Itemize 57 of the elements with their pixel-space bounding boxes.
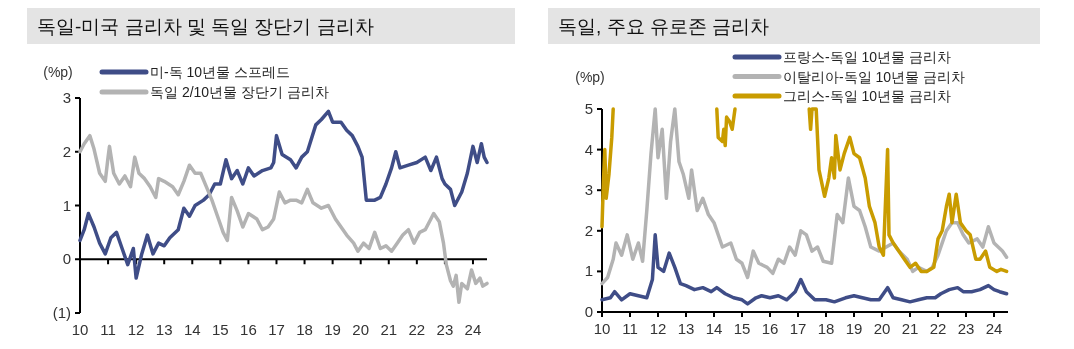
x-tick-label: 16 <box>240 321 257 338</box>
x-tick-label: 11 <box>622 320 638 337</box>
y-axis-title: (%p) <box>575 69 605 85</box>
x-tick-label: 24 <box>985 320 1003 337</box>
legend-label: 독일 2/10년물 장단기 금리차 <box>150 84 329 100</box>
y-tick-label: 3 <box>62 89 71 106</box>
y-tick-label: 3 <box>584 181 593 199</box>
x-tick-label: 24 <box>464 321 482 338</box>
line-series <box>78 109 489 280</box>
x-tick-label: 10 <box>593 320 611 337</box>
legend-label: 그리스-독일 10년물 금리차 <box>783 88 952 104</box>
legend-label: 이탈리아-독일 10년물 금리차 <box>783 68 966 85</box>
x-tick-label: 20 <box>873 320 891 337</box>
y-tick-label: 0 <box>62 250 71 268</box>
chart-title: 독일-미국 금리차 및 독일 장단기 금리차 <box>37 16 374 37</box>
chart-title: 독일, 주요 유로존 금리차 <box>558 16 770 37</box>
x-tick-label: 22 <box>408 321 426 338</box>
x-tick-label: 17 <box>789 320 807 337</box>
x-tick-label: 13 <box>677 320 695 337</box>
x-tick-label: 12 <box>649 320 667 337</box>
y-tick-label: 4 <box>584 140 593 158</box>
legend-label: 미-독 10년물 스프레드 <box>150 64 291 80</box>
y-tick-label: 2 <box>584 221 593 239</box>
x-tick-label: 18 <box>817 320 835 337</box>
x-tick-label: 23 <box>957 320 975 337</box>
y-tick-label: 1 <box>584 262 593 280</box>
x-tick-label: 20 <box>352 321 370 338</box>
line-series <box>78 133 489 304</box>
line-series <box>600 233 1009 306</box>
y-tick-label: 5 <box>584 100 593 117</box>
line-series <box>807 107 1009 274</box>
x-tick-label: 19 <box>324 321 341 338</box>
x-tick-label: 15 <box>212 321 229 338</box>
y-tick-label: 0 <box>584 303 593 320</box>
legend-label: 프랑스-독일 10년물 금리차 <box>783 49 952 65</box>
x-tick-label: 19 <box>845 320 863 337</box>
x-tick-label: 14 <box>183 321 201 338</box>
x-tick-label: 18 <box>296 321 313 338</box>
x-tick-label: 15 <box>733 320 751 337</box>
x-tick-label: 21 <box>901 320 919 337</box>
x-tick-label: 22 <box>929 320 947 337</box>
line-series <box>600 107 615 229</box>
x-tick-label: 13 <box>155 321 173 338</box>
x-tick-label: 10 <box>71 321 89 338</box>
x-tick-label: 21 <box>380 321 398 338</box>
x-tick-label: 14 <box>705 320 723 337</box>
y-tick-label: 1 <box>62 196 71 214</box>
x-tick-label: 16 <box>761 320 779 337</box>
line-series <box>600 107 1009 286</box>
y-tick-label: (1) <box>52 304 71 321</box>
x-tick-label: 11 <box>100 321 116 338</box>
y-axis-title: (%p) <box>43 64 73 80</box>
x-tick-label: 12 <box>127 321 145 338</box>
x-tick-label: 23 <box>436 321 454 338</box>
y-tick-label: 2 <box>62 142 71 160</box>
line-series <box>715 107 737 148</box>
x-tick-label: 17 <box>268 321 285 338</box>
